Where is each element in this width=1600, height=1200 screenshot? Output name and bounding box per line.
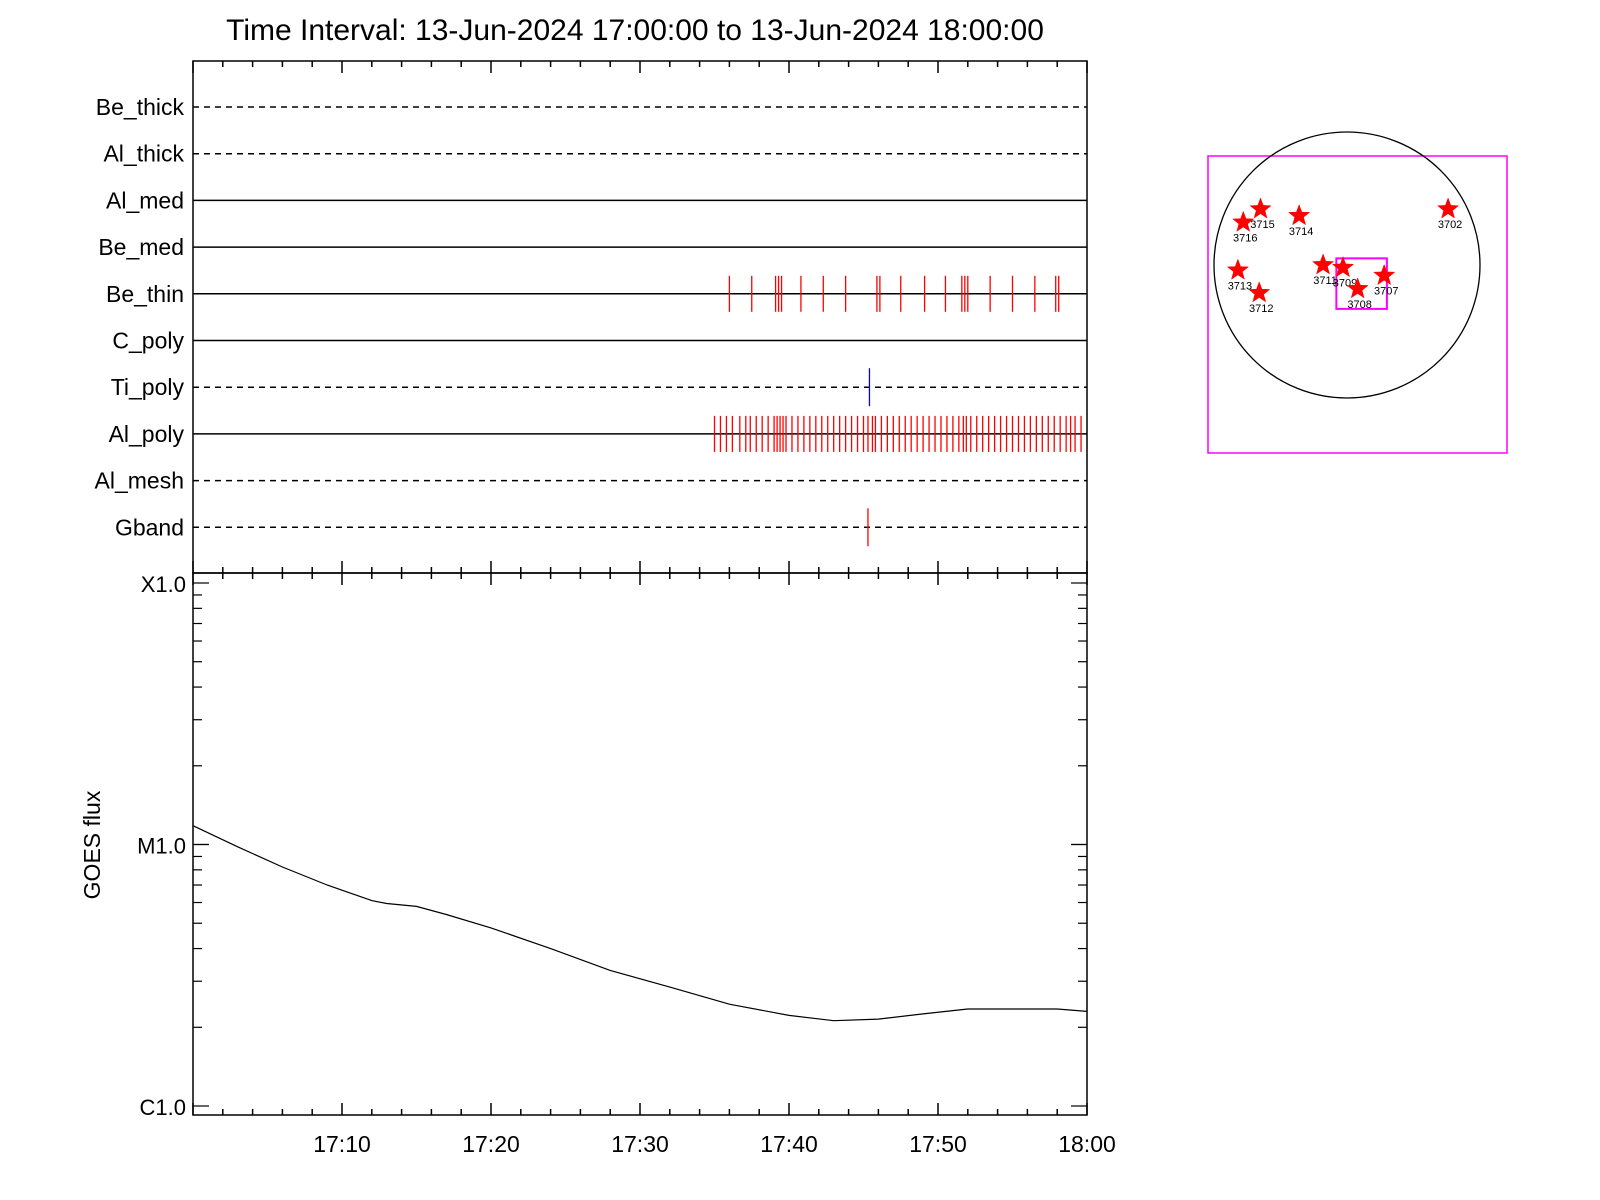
x-tick-label: 17:40 <box>760 1131 818 1157</box>
active-region-star-icon <box>1436 197 1460 219</box>
channel-label: C_poly <box>112 328 184 354</box>
active-region-label: 3716 <box>1233 232 1257 244</box>
solar-disk-limb <box>1213 131 1481 399</box>
goes-frame <box>192 572 1088 1116</box>
goes-flux-line <box>192 825 1088 1022</box>
channel-label: Be_thin <box>106 281 184 307</box>
active-region-label: 3713 <box>1228 280 1252 292</box>
timeline-frame <box>192 60 1088 574</box>
y-tick-label: M1.0 <box>137 834 186 859</box>
active-region-star-icon <box>1331 255 1355 278</box>
active-region-star-icon <box>1249 197 1272 219</box>
disk-outer-frame <box>1207 155 1508 454</box>
active-region-label: 3715 <box>1250 219 1274 231</box>
active-region-star-icon <box>1346 277 1369 299</box>
x-tick-label: 17:20 <box>462 1131 520 1157</box>
active-region-star-icon <box>1311 253 1335 275</box>
active-region-star-icon <box>1248 281 1271 303</box>
y-tick-label: X1.0 <box>141 572 186 597</box>
active-region-label: 3702 <box>1438 219 1462 231</box>
active-region-label: 3714 <box>1289 226 1313 238</box>
channel-label: Ti_poly <box>111 374 185 400</box>
x-tick-label: 17:10 <box>313 1131 371 1157</box>
event-timeline-panel: Be_thick Al_thick Al_med Be_med Be_thin C_pol… <box>95 60 1088 574</box>
goes-flux-panel: 17:10 17:20 17:30 17:40 17:50 18:00 X1.0 M1.0 C1… <box>79 572 1116 1157</box>
active-region-star-icon <box>1226 258 1250 280</box>
field-of-view-box <box>1335 257 1388 310</box>
channel-label: Al_thick <box>103 141 184 167</box>
y-axis-label: GOES flux <box>79 790 105 899</box>
channel-label: Al_mesh <box>95 468 184 494</box>
channel-label: Be_thick <box>96 94 185 120</box>
active-region-label: 3709 <box>1333 278 1357 290</box>
active-region-label: 3712 <box>1249 303 1273 315</box>
x-tick-label: 17:30 <box>611 1131 669 1157</box>
channel-label: Al_med <box>106 187 184 213</box>
active-region-star-icon <box>1232 210 1255 232</box>
active-region-star-icon <box>1288 204 1311 226</box>
active-region-label: 3707 <box>1374 286 1398 298</box>
y-tick-label: C1.0 <box>140 1095 186 1120</box>
channel-label: Be_med <box>98 234 184 260</box>
channel-label: Al_poly <box>109 421 185 447</box>
active-region-label: 3711 <box>1313 275 1337 287</box>
active-region-label: 3708 <box>1347 299 1371 311</box>
active-region-star-icon <box>1373 263 1396 286</box>
x-tick-label: 17:50 <box>909 1131 967 1157</box>
page-title: Time Interval: 13-Jun-2024 17:00:00 to 1… <box>226 14 1044 47</box>
channel-label: Gband <box>115 514 184 540</box>
x-tick-label: 18:00 <box>1058 1131 1116 1157</box>
